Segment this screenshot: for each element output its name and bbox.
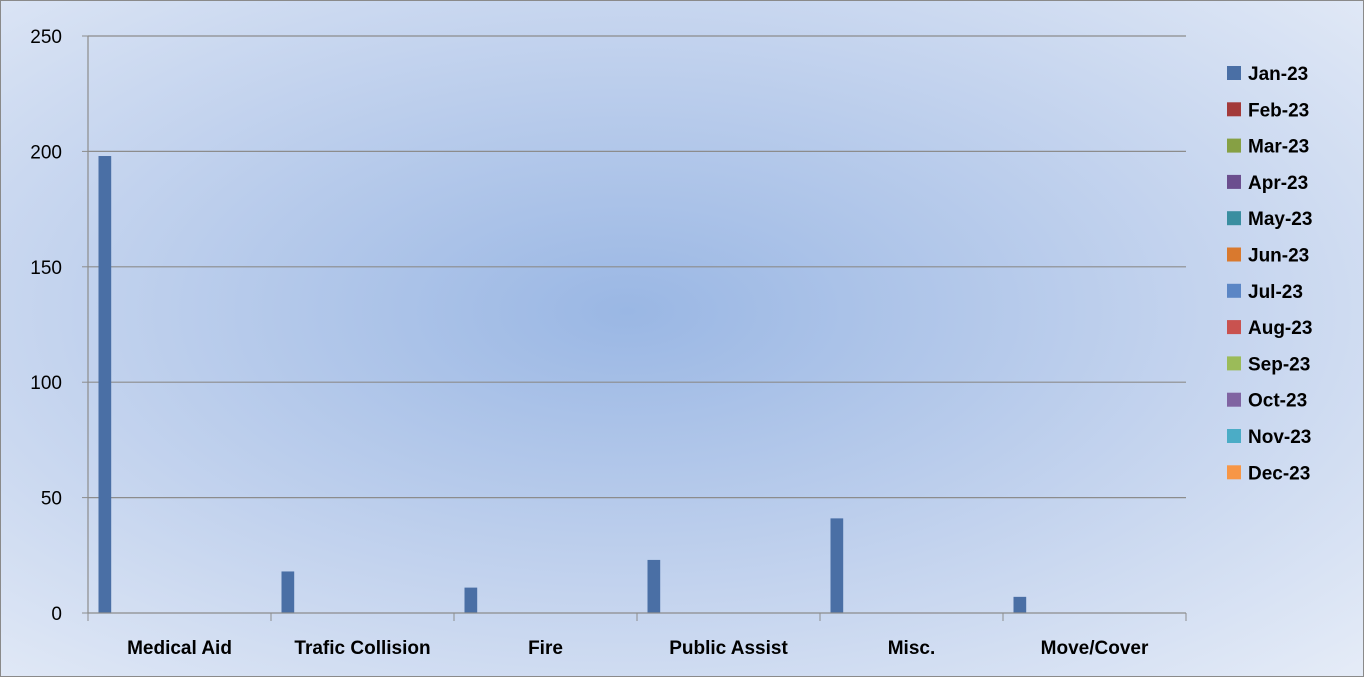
legend-swatch [1227, 247, 1241, 262]
bar [98, 156, 112, 614]
legend-swatch [1227, 356, 1241, 371]
y-tick-label: 250 [30, 27, 62, 48]
y-axis-ticks: 0 50 100 150 200 250 [30, 27, 88, 625]
bar [830, 518, 844, 613]
y-tick-label: 50 [41, 489, 62, 510]
legend-label: Jan-23 [1248, 64, 1308, 85]
y-tick-label: 200 [30, 142, 62, 163]
legend-label: Dec-23 [1248, 463, 1310, 484]
legend-swatch [1227, 283, 1241, 298]
bar [647, 559, 661, 613]
legend-swatch [1227, 429, 1241, 443]
x-tick-label: Misc. [888, 638, 936, 659]
legend-swatch [1227, 465, 1241, 480]
legend-label: Apr-23 [1248, 173, 1308, 194]
legend-label: Jun-23 [1248, 246, 1309, 267]
x-tick-label: Public Assist [669, 638, 788, 659]
x-axis-ticks: Medical Aid Trafic Collision Fire Public As… [87, 613, 1187, 659]
legend-label: Feb-23 [1248, 100, 1309, 121]
x-tick-label: Fire [528, 638, 563, 659]
legend-swatch [1227, 174, 1241, 189]
legend-label: Nov-23 [1248, 427, 1311, 448]
legend-label: Mar-23 [1248, 137, 1309, 158]
legend-label: May-23 [1248, 209, 1312, 230]
legend-swatch [1227, 138, 1241, 153]
bars [98, 156, 1027, 614]
legend-label: Aug-23 [1248, 318, 1312, 339]
y-tick-label: 150 [30, 258, 62, 279]
legend-label: Sep-23 [1248, 354, 1310, 375]
legend-label: Oct-23 [1248, 391, 1307, 412]
x-tick-label: Trafic Collision [294, 638, 430, 659]
legend-swatch [1227, 66, 1241, 80]
legend-label: Jul-23 [1248, 282, 1303, 303]
y-tick-label: 0 [51, 604, 62, 625]
legend-swatch [1227, 392, 1241, 407]
gridlines [88, 35, 1186, 499]
legend-swatch [1227, 102, 1241, 117]
bar [464, 587, 478, 613]
bar [1013, 596, 1027, 613]
x-tick-label: Move/Cover [1041, 638, 1149, 659]
y-tick-label: 100 [30, 373, 62, 394]
bar [281, 571, 295, 613]
legend-swatch [1227, 320, 1241, 335]
x-tick-label: Medical Aid [127, 638, 232, 659]
legend-swatch [1227, 211, 1241, 226]
legend: Jan-23 Feb-23 Mar-23 Apr-23 May-23 Jun-23 Jul-… [1227, 64, 1312, 484]
